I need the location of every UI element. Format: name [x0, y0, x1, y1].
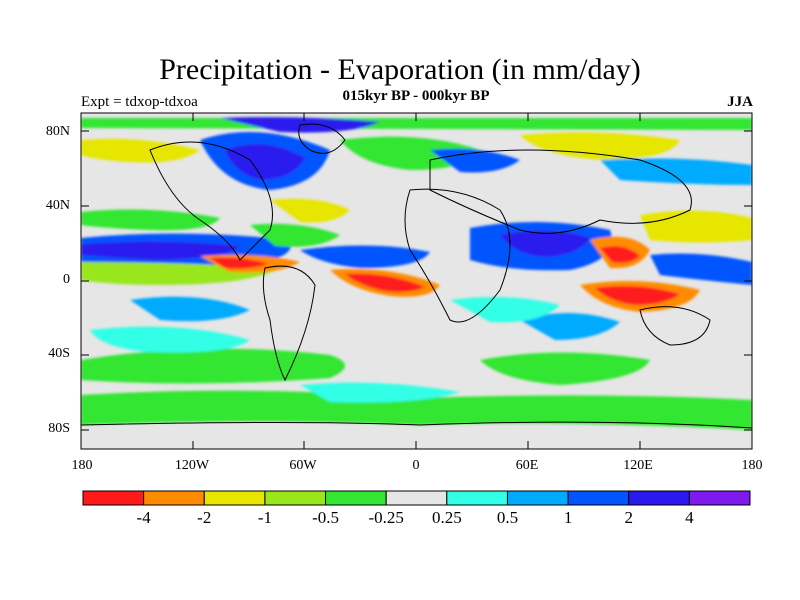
lat-tick-80s: 80S: [48, 421, 70, 436]
colorbar-swatch: [82, 490, 145, 506]
lon-tick-0: 0: [412, 458, 420, 473]
experiment-label: Expt = tdxop-tdxoa: [81, 94, 198, 110]
colorbar-swatch: [143, 490, 205, 506]
colorbar-swatch: [325, 490, 387, 506]
colorbar-swatch: [264, 490, 327, 506]
colorbar-swatch: [203, 490, 266, 506]
lon-tick-60e: 60E: [515, 458, 539, 473]
lon-tick-180e: 180: [741, 458, 763, 473]
lon-tick-120e: 120E: [623, 458, 653, 473]
lat-tick-0: 0: [63, 272, 70, 287]
lon-tick-180w: 180: [71, 458, 93, 473]
colorbar-swatch: [446, 490, 508, 506]
lon-tick-120w: 120W: [174, 458, 210, 473]
lat-tick-80n: 80N: [45, 124, 70, 139]
field-patches: [81, 117, 752, 430]
map-field: [81, 113, 752, 449]
colorbar: [82, 490, 751, 506]
colorbar-swatch: [567, 490, 630, 506]
lon-tick-60w: 60W: [289, 458, 317, 473]
coastlines: [81, 123, 752, 429]
colorbar-swatch: [688, 490, 751, 506]
colorbar-swatch: [506, 490, 569, 506]
lat-tick-40n: 40N: [45, 198, 70, 213]
colorbar-swatch: [628, 490, 690, 506]
map-title: Precipitation - Evaporation (in mm/day): [159, 53, 641, 86]
colorbar-swatch: [385, 490, 448, 506]
season-label: JJA: [727, 94, 753, 110]
lat-tick-40s: 40S: [48, 346, 70, 361]
map-subtitle: 015kyr BP - 000kyr BP: [342, 88, 490, 104]
axis-ticks: [81, 113, 752, 449]
